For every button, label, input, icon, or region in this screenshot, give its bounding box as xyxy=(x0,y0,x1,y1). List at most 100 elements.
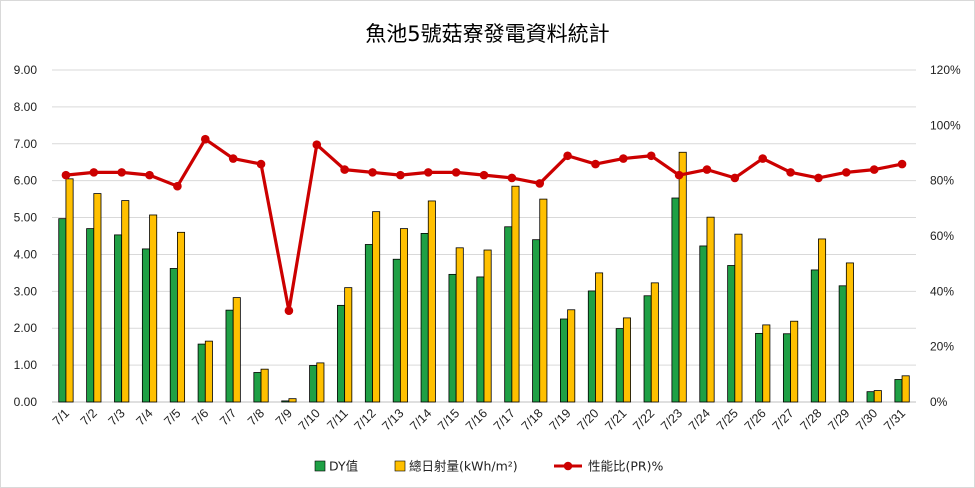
dy-bar xyxy=(838,285,847,403)
x-tick-label: 7/8 xyxy=(245,406,267,428)
pr-point xyxy=(842,168,851,177)
legend: DY值 總日射量(kWh/m²) 性能比(PR)% xyxy=(314,459,663,474)
x-tick-label: 7/9 xyxy=(273,406,295,428)
pr-point xyxy=(591,159,600,169)
pr-point xyxy=(312,140,322,149)
x-tick-label: 7/25 xyxy=(714,406,741,433)
dy-bar xyxy=(225,309,234,403)
dy-bar xyxy=(141,248,150,403)
left-tick-label: 7.00 xyxy=(14,137,38,151)
dy-bar xyxy=(197,343,206,403)
x-tick-label: 7/11 xyxy=(324,406,350,432)
pr-point xyxy=(228,154,238,163)
irradiance-bar xyxy=(539,198,548,403)
right-tick-label: 20% xyxy=(930,340,954,354)
pr-point xyxy=(423,168,433,177)
pr-point xyxy=(619,154,628,163)
x-tick-label: 7/5 xyxy=(161,406,183,428)
irradiance-bar xyxy=(511,185,520,403)
x-tick-label: 7/27 xyxy=(770,406,797,433)
dy-bar xyxy=(337,304,346,403)
irradiance-bar xyxy=(650,282,659,403)
irradiance-bar xyxy=(845,262,854,403)
pr-point xyxy=(256,159,266,169)
dy-bar xyxy=(364,244,373,403)
pr-point xyxy=(507,173,517,183)
right-tick-label: 40% xyxy=(930,284,954,298)
pr-point xyxy=(646,151,656,161)
irradiance-bar xyxy=(790,320,799,403)
irradiance-bar xyxy=(260,368,269,403)
x-tick-label: 7/20 xyxy=(574,406,601,433)
irradiance-bar xyxy=(65,178,74,403)
x-tick-label: 7/16 xyxy=(463,406,490,433)
x-tick-label: 7/26 xyxy=(742,406,769,433)
dy-bar xyxy=(253,372,262,403)
dy-bar xyxy=(86,228,95,403)
pr-point xyxy=(674,170,684,180)
dy-bar xyxy=(727,265,736,403)
left-tick-label: 0.00 xyxy=(14,395,38,409)
pr-point xyxy=(61,170,71,180)
left-tick-label: 6.00 xyxy=(14,174,38,188)
pr-point xyxy=(173,181,182,191)
dy-bar xyxy=(169,268,178,403)
left-tick-label: 8.00 xyxy=(14,100,38,114)
x-tick-label: 7/17 xyxy=(491,406,518,433)
pr-point xyxy=(702,165,712,174)
left-tick-label: 4.00 xyxy=(14,247,38,261)
x-tick-label: 7/15 xyxy=(435,406,462,433)
irradiance-bar xyxy=(762,324,771,403)
x-tick-label: 7/1 xyxy=(50,406,72,428)
x-tick-label: 7/2 xyxy=(78,406,100,428)
irradiance-bar xyxy=(232,297,241,403)
legend-pr-label: 性能比(PR)% xyxy=(588,459,663,474)
pr-point xyxy=(145,170,154,180)
left-tick-label: 9.00 xyxy=(14,63,38,77)
x-tick-label: 7/29 xyxy=(825,406,852,433)
pr-point xyxy=(340,165,349,174)
irradiance-bar xyxy=(622,317,631,403)
x-tick-label: 7/12 xyxy=(352,406,379,433)
irradiance-bar xyxy=(344,287,353,403)
right-tick-label: 60% xyxy=(930,229,954,243)
right-tick-label: 80% xyxy=(930,174,954,188)
legend-irradiance-swatch xyxy=(394,460,406,472)
x-tick-label: 7/4 xyxy=(133,406,155,428)
dy-bar xyxy=(58,218,67,403)
irradiance-bar xyxy=(706,216,715,403)
pr-point xyxy=(89,168,99,177)
right-axis-ticks: 0% 20% 40% 60% 80% 100% 120% xyxy=(930,63,961,409)
irradiance-bar xyxy=(372,211,381,403)
dy-bar xyxy=(643,295,652,403)
pr-point xyxy=(563,151,572,161)
irradiance-bar xyxy=(177,231,186,403)
irradiance-bar xyxy=(93,193,102,403)
pr-point xyxy=(897,159,907,169)
pr-point xyxy=(451,168,461,177)
pr-point xyxy=(368,168,377,177)
pr-point xyxy=(535,179,545,188)
dy-bar xyxy=(894,379,903,403)
dy-bar xyxy=(560,318,569,403)
x-tick-label: 7/31 xyxy=(881,406,908,433)
irradiance-bar xyxy=(288,398,297,403)
dy-bar xyxy=(392,258,401,403)
pr-point xyxy=(869,165,879,174)
line-series xyxy=(61,134,907,316)
irradiance-bar xyxy=(734,233,743,403)
x-tick-label: 7/10 xyxy=(296,406,323,433)
irradiance-bar xyxy=(316,362,325,403)
x-tick-label: 7/18 xyxy=(519,406,546,433)
left-tick-label: 3.00 xyxy=(14,284,38,298)
irradiance-bar xyxy=(567,309,576,403)
left-tick-label: 1.00 xyxy=(14,358,38,372)
irradiance-bar xyxy=(427,200,436,403)
x-tick-label: 7/14 xyxy=(407,406,434,433)
x-tick-label: 7/30 xyxy=(853,406,880,433)
x-axis-ticks: 7/1 7/2 7/3 7/4 7/5 7/6 7/7 7/8 7/9 7/10 7/11 7/12 7… xyxy=(50,406,908,433)
legend-pr-swatch-marker xyxy=(563,461,573,471)
dy-bar xyxy=(114,234,123,403)
